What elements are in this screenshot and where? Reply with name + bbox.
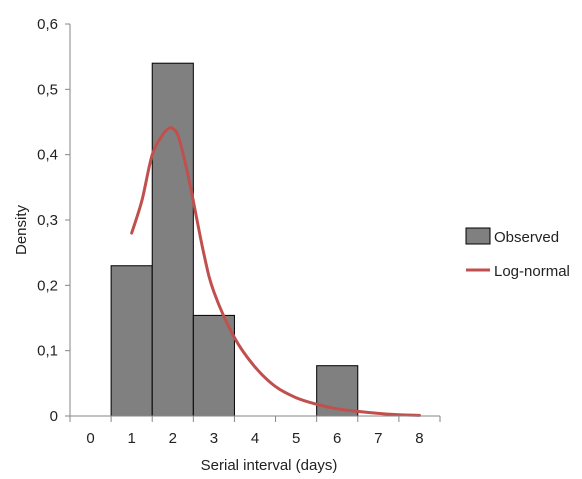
y-tick-label-6: 0,6 (37, 16, 58, 33)
legend: Observed Log-normal (465, 227, 570, 280)
y-tick-label-0: 0 (50, 408, 58, 425)
x-tick-label-2: 2 (169, 430, 177, 447)
axes: 0 0,1 0,2 0,3 0,4 0,5 0,6 0 1 2 3 4 5 6 7 8 Serial inter… (13, 16, 441, 474)
y-tick-label-4: 0,4 (37, 147, 58, 164)
bar-observed-1 (151, 62, 194, 417)
x-tick-label-7: 7 (374, 430, 382, 447)
legend-observed-swatch (465, 227, 491, 245)
x-tick-label-8: 8 (415, 430, 423, 447)
legend-observed-label: Observed (494, 229, 559, 246)
y-tick-label-1: 0,1 (37, 343, 58, 360)
y-tick-label-5: 0,5 (37, 81, 58, 98)
y-axis-title: Density (13, 204, 30, 255)
x-tick-label-5: 5 (292, 430, 300, 447)
x-axis-title: Serial interval (days) (201, 457, 338, 474)
x-tick-label-6: 6 (333, 430, 341, 447)
bar-observed-0 (110, 265, 153, 417)
y-tick-label-2: 0,2 (37, 277, 58, 294)
x-tick-label-3: 3 (210, 430, 218, 447)
legend-lognormal-label: Log-normal (494, 263, 570, 280)
x-tick-label-1: 1 (127, 430, 135, 447)
observed-bars (110, 62, 359, 417)
y-tick-label-3: 0,3 (37, 212, 58, 229)
lognormal-curve (130, 126, 421, 417)
bar-observed-2 (192, 314, 235, 417)
x-tick-label-0: 0 (86, 430, 94, 447)
lognormal-curve-group (130, 126, 421, 417)
x-tick-label-4: 4 (251, 430, 259, 447)
